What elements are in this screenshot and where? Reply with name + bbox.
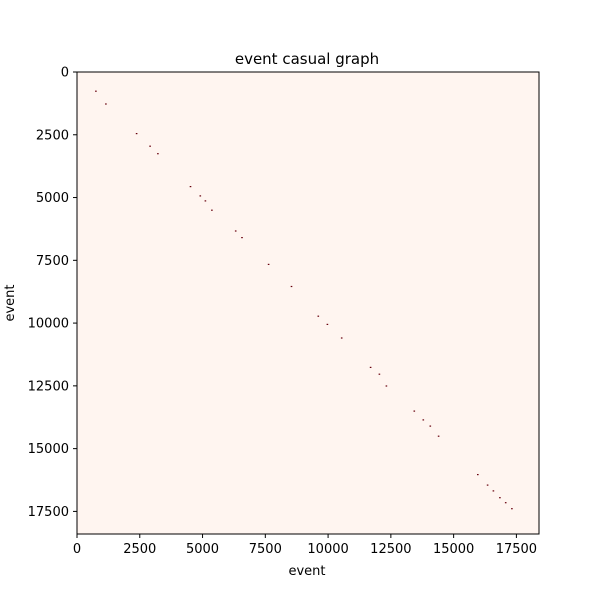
y-tick-label: 10000 [28, 317, 69, 332]
x-tick-label: 10000 [307, 542, 348, 557]
heatmap-cell [429, 425, 432, 427]
heatmap-cell [211, 209, 213, 211]
heatmap-cell [189, 186, 192, 188]
plot-area [77, 72, 539, 534]
y-tick-label: 2500 [36, 128, 69, 143]
heatmap-cell [511, 508, 513, 510]
heatmap-cell [317, 315, 320, 317]
y-axis: 0 2500 5000 7500 10000 12500 15000 17500 [28, 66, 77, 520]
heatmap-cell [105, 103, 107, 105]
x-tick-label: 12500 [370, 542, 411, 557]
y-tick-label: 12500 [28, 379, 69, 394]
heatmap-cell [378, 373, 381, 375]
y-tick-label: 17500 [28, 505, 69, 520]
chart-title: event casual graph [235, 50, 379, 68]
heatmap-cell [477, 474, 479, 476]
heatmap-cell [326, 323, 329, 325]
y-tick-label: 0 [61, 66, 69, 81]
x-axis-label: event [288, 564, 325, 579]
heatmap-cell [204, 200, 207, 202]
heatmap-cell [267, 263, 270, 265]
heatmap-cell [135, 133, 138, 135]
heatmap-cell [340, 337, 343, 339]
heatmap-cell [437, 435, 440, 437]
x-tick-label: 0 [73, 542, 81, 557]
heatmap-cell [149, 145, 151, 147]
heatmap-cell [492, 490, 495, 492]
heatmap-cell [199, 195, 202, 197]
heatmap-cell [413, 410, 416, 412]
x-axis: 0 2500 5000 7500 10000 12500 15000 17500 [73, 534, 537, 557]
heatmap-cell [504, 502, 507, 504]
heatmap-cell [422, 419, 425, 421]
x-tick-label: 7500 [249, 542, 282, 557]
heatmap-cell [290, 285, 293, 288]
heatmap-cell [95, 90, 97, 92]
heatmap-cell [369, 366, 372, 368]
y-tick-label: 5000 [36, 191, 69, 206]
y-tick-label: 7500 [36, 254, 69, 269]
x-tick-label: 15000 [433, 542, 474, 557]
plot-frame [76, 71, 540, 535]
x-tick-label: 2500 [123, 542, 156, 557]
heatmap-cell [385, 385, 388, 387]
heatmap-cell [241, 237, 243, 239]
heatmap-cell [486, 484, 489, 486]
heatmap-cell [234, 230, 237, 232]
heatmap-cell [157, 153, 159, 155]
x-tick-label: 5000 [186, 542, 219, 557]
cells-layer [95, 90, 513, 510]
y-axis-label: event [3, 284, 18, 321]
y-tick-label: 15000 [28, 442, 69, 457]
heatmap-cell [499, 497, 501, 499]
x-tick-label: 17500 [496, 542, 537, 557]
